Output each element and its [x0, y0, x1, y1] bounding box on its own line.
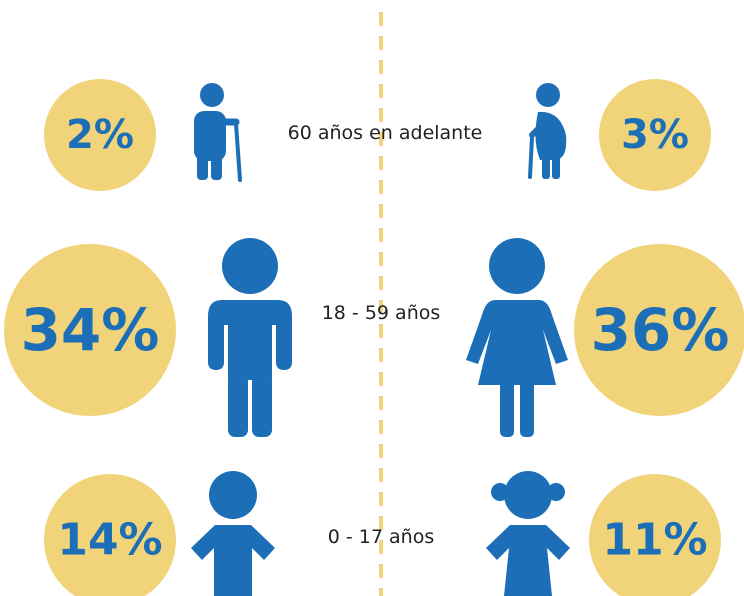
age-label: 0 - 17 años: [328, 526, 434, 548]
man-icon: [208, 238, 292, 437]
male-percent: 2%: [66, 112, 134, 158]
percent-circle: [599, 79, 711, 191]
female-percent: 11%: [602, 515, 707, 566]
percent-circle: [4, 244, 176, 416]
percent-circle: [44, 79, 156, 191]
elderly-man-icon: [194, 83, 242, 182]
girl-icon: [486, 471, 570, 596]
age-label: 60 años en adelante: [288, 122, 483, 144]
female-percent: 36%: [591, 296, 730, 364]
percent-circle: [589, 474, 721, 596]
percent-circle: [574, 244, 744, 416]
boy-icon: [191, 471, 275, 596]
elderly-woman-icon: [528, 83, 567, 179]
male-percent: 34%: [21, 296, 160, 364]
male-percent: 14%: [57, 515, 162, 566]
percent-circle: [44, 474, 176, 596]
age-label: 18 - 59 años: [322, 302, 441, 324]
female-percent: 3%: [621, 112, 689, 158]
woman-icon: [466, 238, 568, 437]
